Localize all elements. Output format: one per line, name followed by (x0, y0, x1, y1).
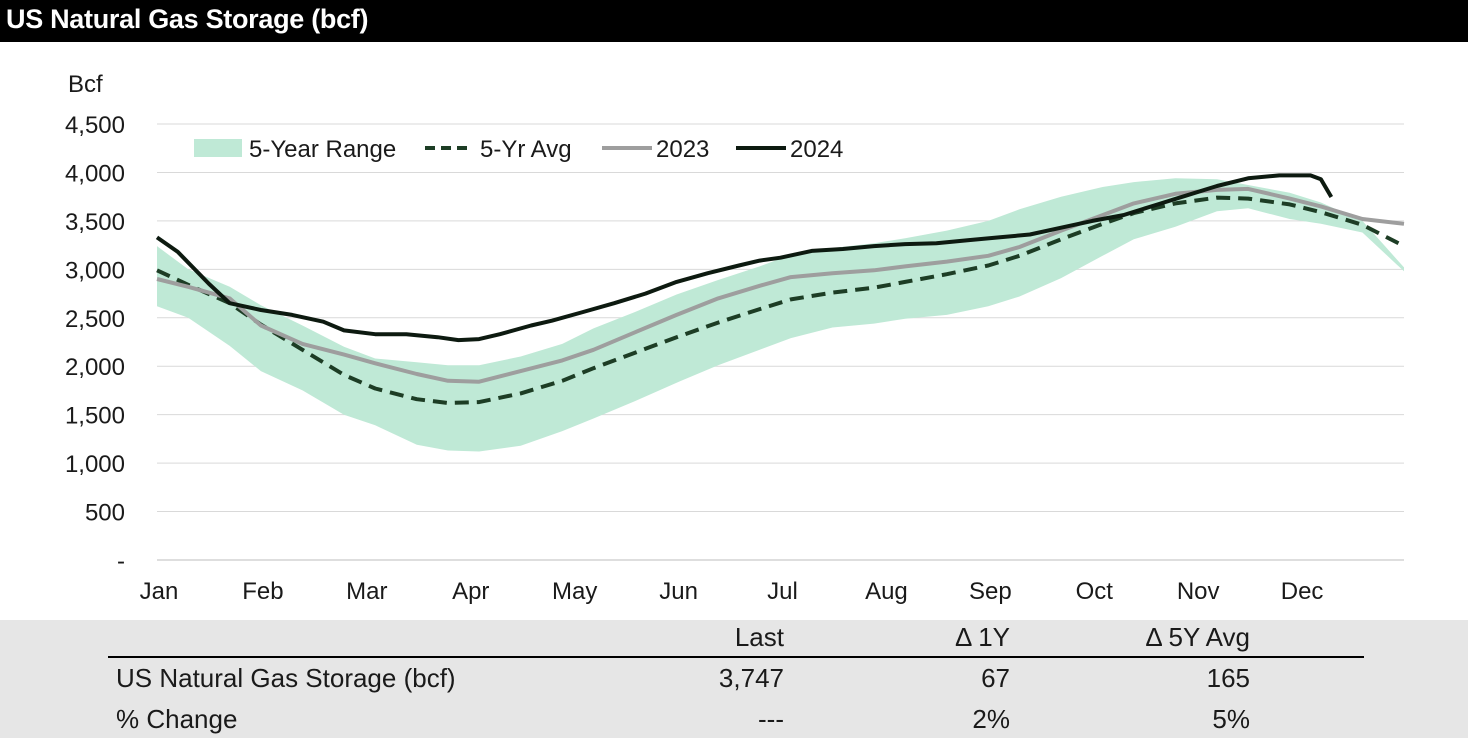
y-tick-label: 4,500 (65, 112, 125, 139)
table-row-label: % Change (116, 704, 238, 734)
y-tick-label: 1,000 (65, 451, 125, 478)
legend-label: 5-Yr Avg (480, 136, 572, 163)
avg-line (156, 195, 1405, 405)
x-tick-label: Sep (969, 578, 1012, 605)
legend-label: 2023 (656, 136, 709, 163)
y-axis-label: Bcf (68, 71, 103, 98)
y-tick-label: 1,500 (65, 403, 125, 430)
legend-label: 5-Year Range (249, 136, 396, 163)
table-header-last: Last (734, 622, 784, 652)
legend-swatch-range (194, 139, 242, 157)
chart-title: US Natural Gas Storage (bcf) (6, 4, 369, 34)
x-tick-label: Jan (140, 578, 179, 605)
range-band (157, 178, 1404, 452)
x-tick-label: Nov (1177, 578, 1220, 605)
table-cell-last: 3,747 (718, 663, 784, 693)
x-tick-label: Aug (865, 578, 908, 605)
summary-table (0, 620, 1468, 738)
x-tick-label: May (552, 578, 597, 605)
y-tick-label: 2,500 (65, 306, 125, 333)
table-header-rule (108, 656, 1364, 658)
x-tick-label: Jun (659, 578, 698, 605)
x-tick-label: Oct (1076, 578, 1114, 605)
y-tick-label: 500 (85, 500, 125, 527)
table-cell-delta-5y: 5% (1212, 704, 1250, 734)
x-tick-label: Dec (1281, 578, 1324, 605)
table-cell-last: --- (758, 704, 784, 734)
legend-label: 2024 (790, 136, 843, 163)
y-tick-label: 2,000 (65, 354, 125, 381)
y-tick-label: 4,000 (65, 160, 125, 187)
y-tick-label: 3,000 (65, 257, 125, 284)
x-tick-label: Jul (767, 578, 798, 605)
table-header-delta-5y: Δ 5Y Avg (1145, 622, 1250, 652)
series-2024-line (155, 173, 1334, 343)
chart: - 500 1,000 1,500 2,000 2,500 3,000 3,500 4,000 4… (65, 71, 1405, 605)
table-row-label: US Natural Gas Storage (bcf) (116, 663, 456, 693)
title-bar: US Natural Gas Storage (bcf) (0, 0, 1468, 42)
table-cell-delta-1y: 67 (981, 663, 1010, 693)
table-header-delta-1y: Δ 1Y (955, 622, 1010, 652)
y-tick-label: - (117, 548, 125, 575)
x-tick-label: Mar (346, 578, 387, 605)
x-tick-label: Apr (452, 578, 489, 605)
y-tick-label: 3,500 (65, 209, 125, 236)
table-cell-delta-5y: 165 (1206, 663, 1250, 693)
x-tick-label: Feb (242, 578, 283, 605)
table-cell-delta-1y: 2% (972, 704, 1010, 734)
